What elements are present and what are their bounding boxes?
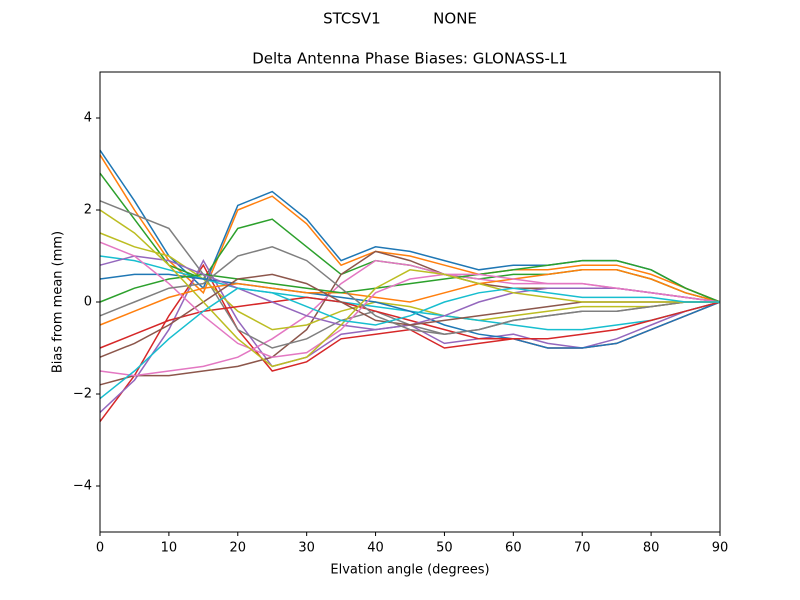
y-tick-label: 2	[84, 203, 92, 218]
chart-title: Delta Antenna Phase Biases: GLONASS-L1	[252, 50, 568, 68]
series-line	[99, 273, 721, 349]
series-line	[99, 287, 720, 400]
x-tick-label: 60	[505, 541, 522, 556]
x-tick-label: 0	[96, 541, 104, 556]
series-line	[99, 269, 721, 326]
series-line	[99, 154, 721, 303]
x-tick-label: 50	[436, 541, 453, 556]
x-tick-label: 40	[367, 541, 384, 556]
series-line	[99, 246, 720, 335]
y-tick-label: −4	[73, 479, 92, 494]
x-tick-label: 90	[712, 541, 729, 556]
x-tick-label: 30	[298, 541, 315, 556]
y-axis-label: Bias from mean (mm)	[51, 231, 66, 373]
y-tick-label: −2	[73, 387, 92, 402]
series-line	[99, 209, 720, 368]
x-tick-label: 10	[161, 541, 178, 556]
suptitle: STCSV1 NONE	[323, 10, 477, 28]
x-tick-label: 80	[643, 541, 660, 556]
series-line	[99, 241, 721, 358]
x-tick-label: 70	[574, 541, 591, 556]
x-axis-label: Elvation angle (degrees)	[330, 563, 489, 578]
x-tick-label: 20	[230, 541, 247, 556]
y-tick-label: 4	[84, 111, 92, 126]
y-tick-label: 0	[84, 295, 92, 310]
